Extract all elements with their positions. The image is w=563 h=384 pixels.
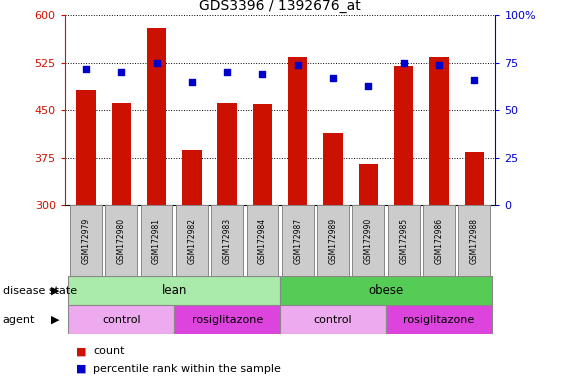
Bar [174, 305, 280, 334]
Text: agent: agent [3, 314, 35, 325]
Bar [76, 90, 96, 205]
Bar [253, 104, 272, 205]
Bar [141, 205, 172, 276]
Text: GSM172981: GSM172981 [152, 218, 161, 264]
Point [222, 70, 231, 76]
Text: obese: obese [368, 285, 404, 297]
Bar [68, 276, 280, 305]
Point [364, 83, 373, 89]
Point [293, 62, 302, 68]
Text: ▶: ▶ [51, 286, 60, 296]
Point [82, 66, 91, 72]
Bar [280, 276, 492, 305]
Bar [182, 150, 202, 205]
Text: GSM172979: GSM172979 [82, 218, 91, 264]
Bar [247, 205, 278, 276]
Text: ▶: ▶ [51, 314, 60, 325]
Bar [176, 205, 208, 276]
Bar [217, 103, 237, 205]
Text: control: control [314, 314, 352, 325]
Point [187, 79, 196, 85]
Point [258, 71, 267, 77]
Bar [323, 132, 343, 205]
Bar [280, 305, 386, 334]
Bar [359, 164, 378, 205]
Text: GSM172989: GSM172989 [329, 218, 338, 264]
Point [117, 70, 126, 76]
Text: GSM172988: GSM172988 [470, 218, 479, 264]
Text: ■: ■ [76, 364, 87, 374]
Bar [105, 205, 137, 276]
Bar [352, 205, 384, 276]
Bar [70, 205, 102, 276]
Bar [423, 205, 455, 276]
Text: rosiglitazone: rosiglitazone [191, 314, 263, 325]
Text: GSM172983: GSM172983 [222, 218, 231, 264]
Text: GSM172985: GSM172985 [399, 218, 408, 264]
Bar [288, 56, 307, 205]
Text: rosiglitazone: rosiglitazone [403, 314, 475, 325]
Text: disease state: disease state [3, 286, 77, 296]
Text: GSM172984: GSM172984 [258, 218, 267, 264]
Bar [386, 305, 492, 334]
Bar [394, 66, 413, 205]
Text: GSM172987: GSM172987 [293, 218, 302, 264]
Text: GSM172986: GSM172986 [435, 218, 444, 264]
Text: lean: lean [162, 285, 187, 297]
Point [329, 75, 338, 81]
Bar [147, 28, 166, 205]
Point [399, 60, 408, 66]
Text: GSM172990: GSM172990 [364, 218, 373, 264]
Bar [317, 205, 349, 276]
Point [152, 60, 161, 66]
Point [435, 62, 444, 68]
Text: ■: ■ [76, 346, 87, 356]
Text: GSM172980: GSM172980 [117, 218, 126, 264]
Text: count: count [93, 346, 124, 356]
Text: GSM172982: GSM172982 [187, 218, 196, 264]
Text: control: control [102, 314, 141, 325]
Bar [282, 205, 314, 276]
Bar [429, 56, 449, 205]
Bar [458, 205, 490, 276]
Title: GDS3396 / 1392676_at: GDS3396 / 1392676_at [199, 0, 361, 13]
Point [470, 77, 479, 83]
Text: percentile rank within the sample: percentile rank within the sample [93, 364, 281, 374]
Bar [111, 103, 131, 205]
Bar [464, 152, 484, 205]
Bar [211, 205, 243, 276]
Bar [388, 205, 419, 276]
Bar [68, 305, 174, 334]
